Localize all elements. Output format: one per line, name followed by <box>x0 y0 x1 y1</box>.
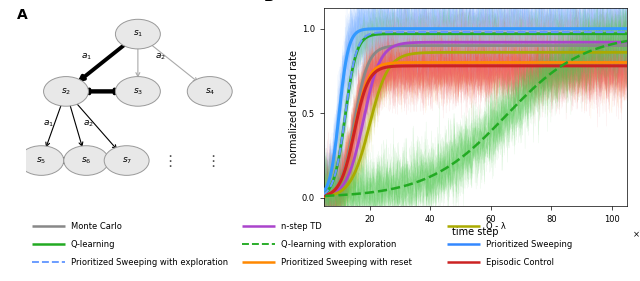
Text: Prioritized Sweeping with reset: Prioritized Sweeping with reset <box>282 258 412 267</box>
Text: A: A <box>17 8 28 22</box>
Text: $s_{6}$: $s_{6}$ <box>81 155 92 166</box>
Text: Prioritized Sweeping with exploration: Prioritized Sweeping with exploration <box>70 258 228 267</box>
Text: $s_{5}$: $s_{5}$ <box>36 155 47 166</box>
Text: $s_{3}$: $s_{3}$ <box>132 86 143 97</box>
Text: Episodic Control: Episodic Control <box>486 258 554 267</box>
Text: $a_2$: $a_2$ <box>155 52 166 62</box>
Text: $s_{7}$: $s_{7}$ <box>122 155 132 166</box>
Text: $\vdots$: $\vdots$ <box>162 153 172 169</box>
Text: Q-learning: Q-learning <box>70 240 115 249</box>
Text: n-step TD: n-step TD <box>282 222 322 231</box>
Text: Prioritized Sweeping: Prioritized Sweeping <box>486 240 572 249</box>
Text: ×100: ×100 <box>633 230 640 239</box>
Text: $a_2$: $a_2$ <box>83 119 94 129</box>
Ellipse shape <box>19 146 64 175</box>
Text: Q-learning with exploration: Q-learning with exploration <box>282 240 397 249</box>
Ellipse shape <box>104 146 149 175</box>
Text: $s_{4}$: $s_{4}$ <box>205 86 215 97</box>
Ellipse shape <box>44 77 88 106</box>
Ellipse shape <box>115 77 161 106</box>
Ellipse shape <box>115 19 161 49</box>
X-axis label: time step: time step <box>452 227 499 237</box>
Text: Q - λ: Q - λ <box>486 222 506 231</box>
Text: $a_1$: $a_1$ <box>81 52 92 62</box>
Text: $s_{2}$: $s_{2}$ <box>61 86 71 97</box>
Text: $s_{1}$: $s_{1}$ <box>132 29 143 39</box>
Text: B: B <box>264 0 274 4</box>
Text: $a_1$: $a_1$ <box>42 119 54 129</box>
Text: Monte Carlo: Monte Carlo <box>70 222 122 231</box>
Y-axis label: normalized reward rate: normalized reward rate <box>289 50 299 164</box>
Ellipse shape <box>188 77 232 106</box>
Ellipse shape <box>64 146 109 175</box>
Text: $\vdots$: $\vdots$ <box>205 153 215 169</box>
